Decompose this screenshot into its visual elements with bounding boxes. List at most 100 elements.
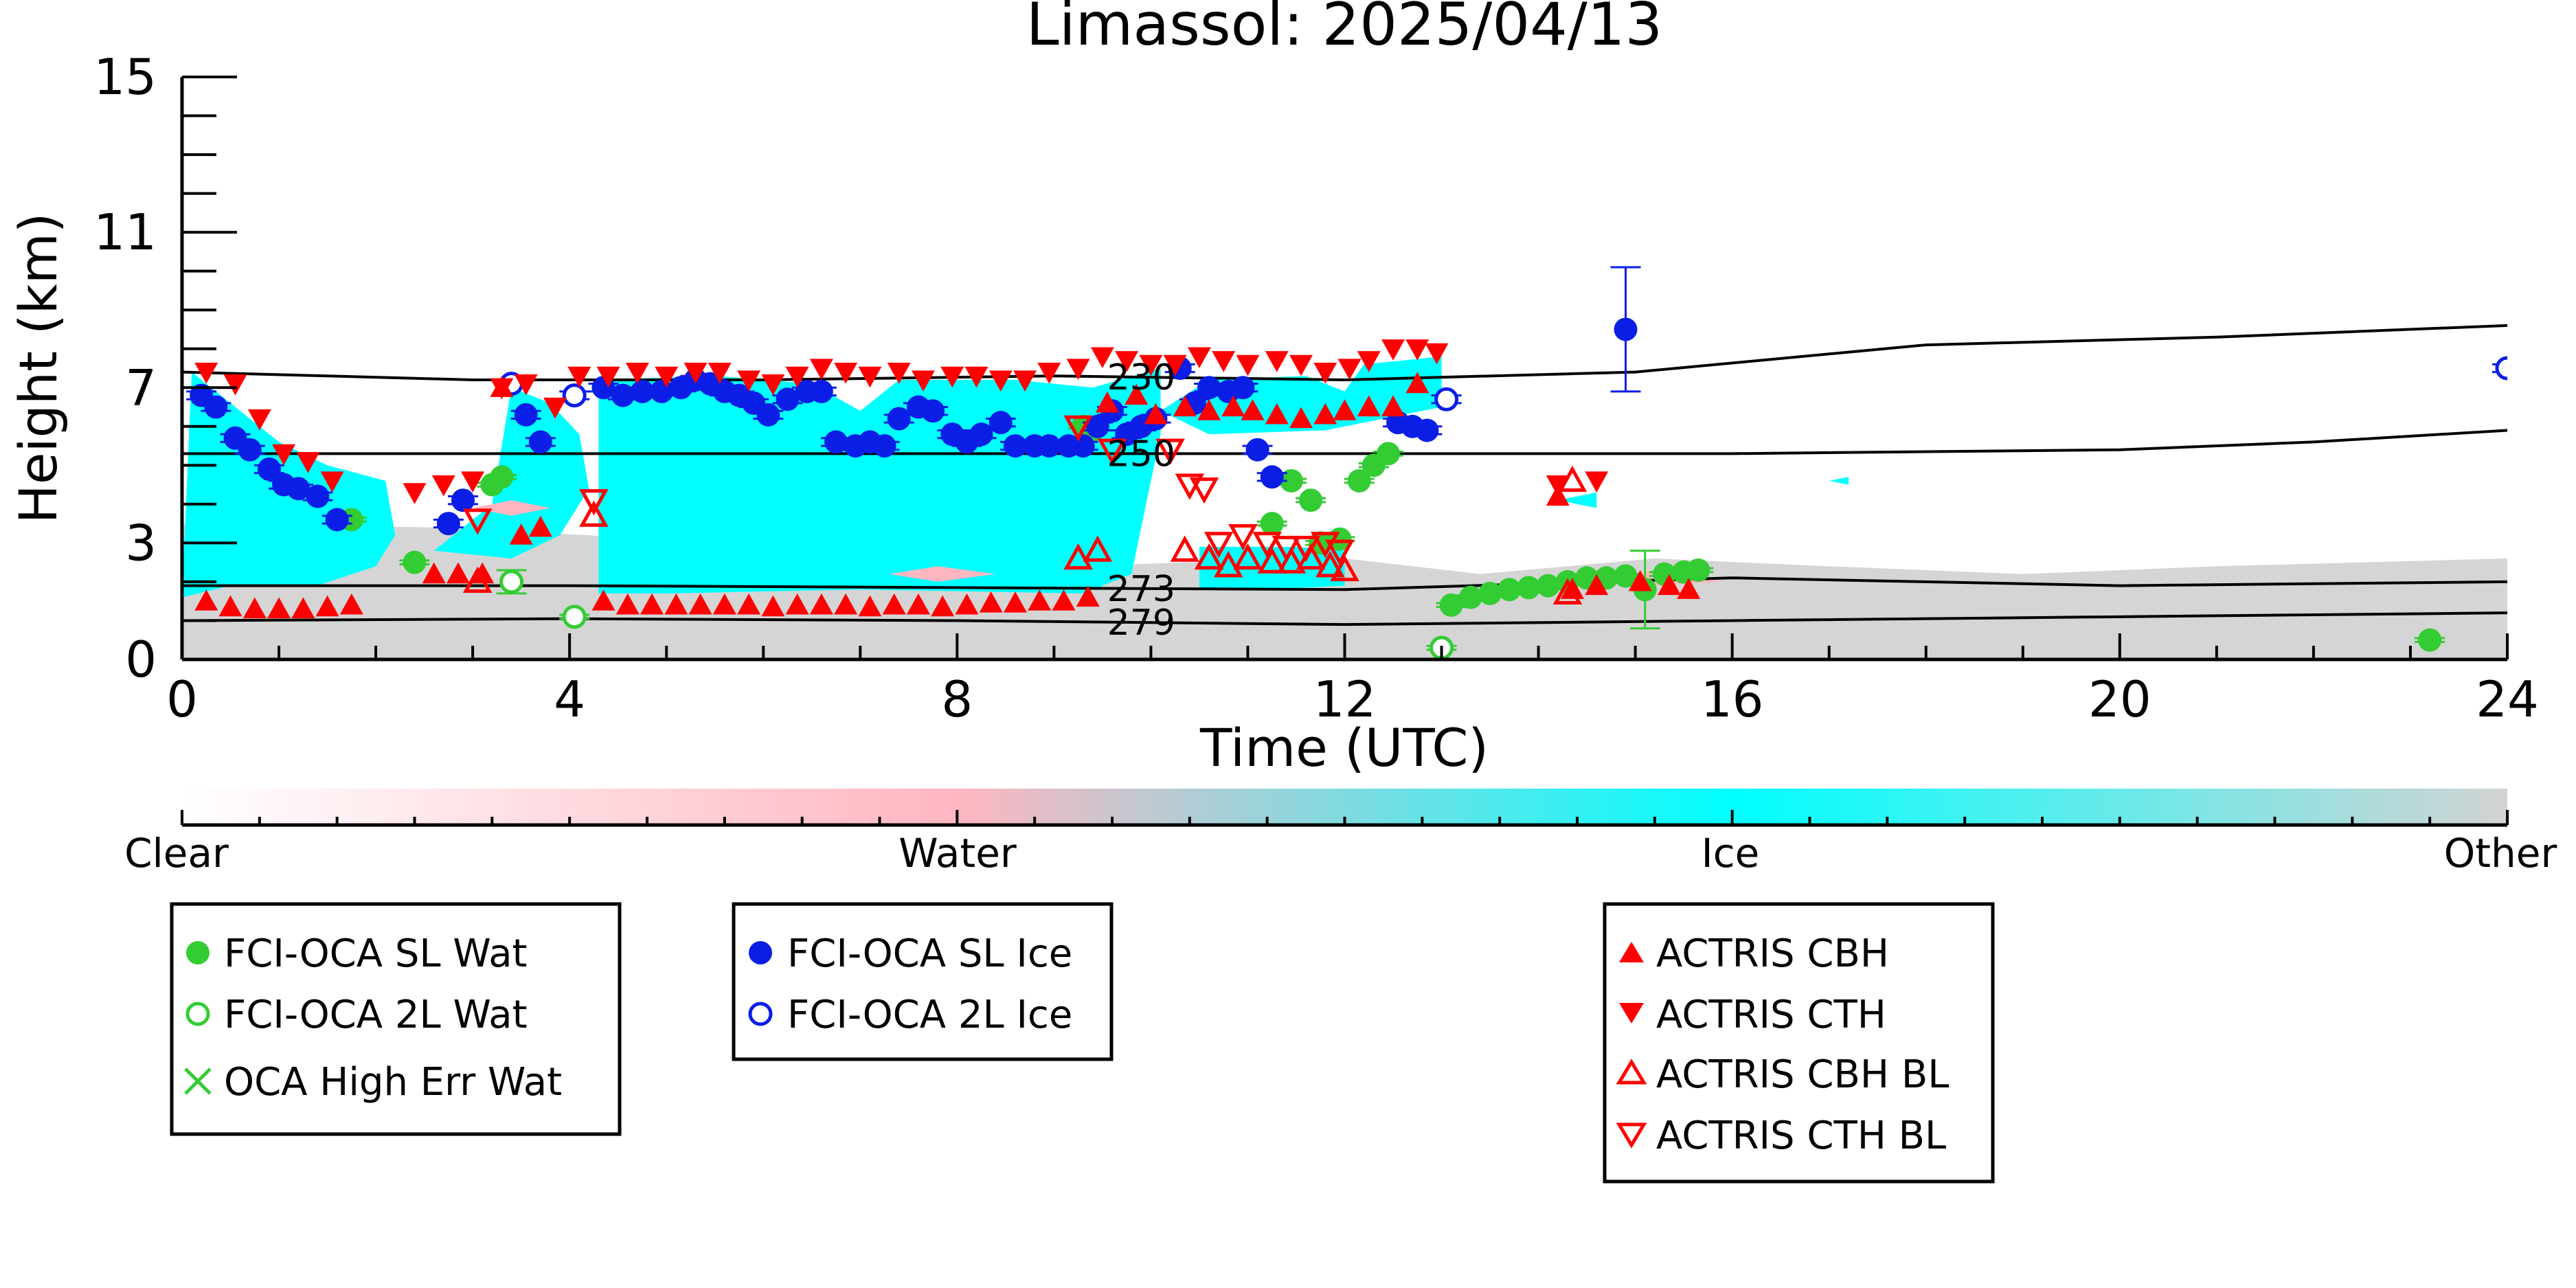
data-point xyxy=(1071,434,1095,458)
data-point xyxy=(1252,532,1282,558)
data-point xyxy=(988,370,1013,392)
data-point xyxy=(247,409,271,431)
series-actris-cth xyxy=(194,339,1609,504)
data-point xyxy=(562,383,587,408)
data-point xyxy=(471,562,495,584)
data-point xyxy=(306,484,330,508)
data-point xyxy=(1003,591,1027,613)
data-point xyxy=(921,399,945,423)
data-point xyxy=(1097,438,1127,465)
legend-label-oca-high-err-wat: OCA High Err Wat xyxy=(224,1060,562,1105)
data-point xyxy=(1357,395,1381,417)
x-tick-label: 16 xyxy=(1701,670,1764,728)
data-point xyxy=(1125,383,1149,405)
data-point xyxy=(1212,351,1236,372)
data-point xyxy=(528,515,552,537)
data-point xyxy=(615,593,640,615)
data-point xyxy=(1197,399,1221,420)
data-point xyxy=(809,359,833,380)
data-point xyxy=(1095,391,1119,413)
data-point xyxy=(296,452,320,473)
data-point xyxy=(940,366,964,388)
data-point xyxy=(1076,585,1100,607)
data-point xyxy=(1139,354,1163,376)
data-point xyxy=(1347,468,1371,493)
data-point xyxy=(1333,399,1357,420)
axis-ticks: 0 4 8 12 16 20 24 0 3 7 11 15 xyxy=(93,48,2538,728)
data-point xyxy=(436,512,460,536)
data-point xyxy=(1144,403,1168,425)
data-point xyxy=(514,374,538,396)
data-point xyxy=(291,597,315,619)
data-point xyxy=(1405,339,1430,361)
data-point xyxy=(887,363,911,384)
data-point xyxy=(858,595,882,617)
y-tick-label: 3 xyxy=(125,514,157,572)
data-point xyxy=(1245,438,1269,462)
series-actris-cbh-bl xyxy=(462,465,1588,605)
legend-label-actris-cbh-bl: ACTRIS CBH BL xyxy=(1656,1052,1949,1097)
data-point xyxy=(462,566,493,594)
data-point xyxy=(1260,512,1284,536)
legend-box-actris xyxy=(1603,902,1995,1184)
data-point xyxy=(776,387,800,411)
y-tick-label: 0 xyxy=(125,631,157,688)
legend-marker-actris-cbh-bl xyxy=(1616,1059,1647,1085)
data-point xyxy=(461,471,485,493)
series-fci-oca-sl-wat xyxy=(336,414,2445,652)
legend-marker-actris-cbh xyxy=(1619,942,1644,962)
data-point xyxy=(1189,477,1219,504)
data-point xyxy=(1233,543,1263,570)
data-point xyxy=(964,366,988,388)
data-point xyxy=(286,477,310,501)
data-point xyxy=(2495,356,2507,381)
data-point xyxy=(785,593,809,615)
legend-marker-fci-oca-2l-wat xyxy=(185,1002,210,1026)
data-point xyxy=(1337,359,1362,380)
data-point xyxy=(1204,532,1234,558)
colorbar-label-clear: Clear xyxy=(124,830,229,877)
legend-marker-oca-high-err-wat xyxy=(184,1067,212,1095)
data-point xyxy=(834,363,858,384)
data-point xyxy=(1228,523,1258,551)
data-point xyxy=(1155,438,1185,465)
data-point xyxy=(1517,576,1541,600)
colorbar-label-water: Water xyxy=(899,830,1017,877)
data-point xyxy=(272,444,296,466)
data-point xyxy=(1037,434,1061,458)
data-point xyxy=(1289,407,1313,429)
data-point xyxy=(1170,535,1200,562)
data-point xyxy=(1214,551,1243,578)
x-tick-label: 0 xyxy=(166,670,198,728)
data-point xyxy=(1257,547,1287,574)
legend-marker-fci-oca-sl-wat xyxy=(186,941,210,964)
colorbar-label-ice: Ice xyxy=(1702,830,1760,877)
data-point xyxy=(785,366,809,388)
data-point xyxy=(664,593,688,615)
data-point xyxy=(1557,465,1588,493)
data-point xyxy=(1260,465,1284,489)
legend-ice: FCI-OCA SL Ice FCI-OCA 2L Ice xyxy=(732,902,1114,1061)
data-point xyxy=(1313,363,1337,384)
data-point xyxy=(911,370,935,392)
data-point xyxy=(528,430,552,454)
data-point xyxy=(1085,414,1109,438)
data-point xyxy=(1434,387,1459,411)
data-point xyxy=(1552,578,1583,605)
data-point xyxy=(1315,551,1345,578)
data-point xyxy=(1536,574,1560,598)
data-point xyxy=(655,366,679,388)
data-point xyxy=(1585,574,1609,596)
data-point xyxy=(872,434,896,458)
cloud-region-water-1 xyxy=(889,566,996,582)
data-point xyxy=(1241,399,1265,420)
isotherm-line-230 xyxy=(182,324,2507,381)
data-point xyxy=(1276,547,1307,574)
data-point xyxy=(1381,395,1405,417)
data-point xyxy=(462,508,493,535)
data-point xyxy=(1313,403,1337,425)
data-point xyxy=(1197,376,1221,400)
data-point xyxy=(1236,354,1260,376)
y-tick-label: 15 xyxy=(93,48,157,106)
